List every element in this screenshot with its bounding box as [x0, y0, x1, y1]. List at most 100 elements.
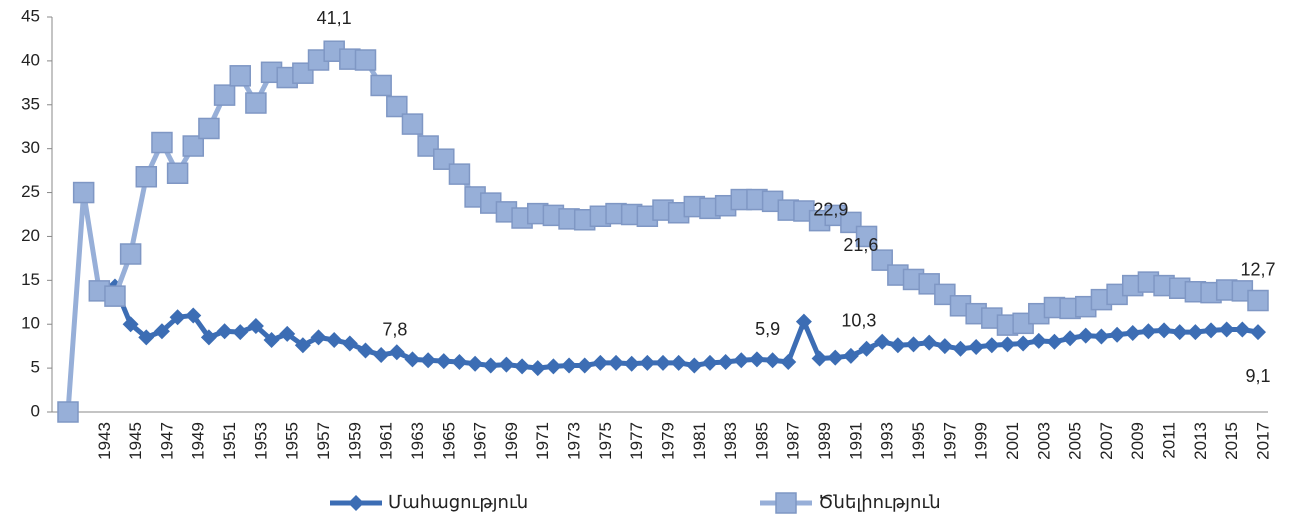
marker	[388, 344, 405, 361]
marker	[386, 95, 408, 118]
marker	[482, 357, 499, 374]
marker	[733, 352, 750, 369]
marker	[717, 353, 734, 370]
marker	[1156, 322, 1173, 339]
x-tick-label: 1989	[815, 422, 834, 460]
marker	[811, 350, 828, 367]
marker	[153, 323, 170, 340]
marker	[498, 356, 515, 373]
x-tick-label: 1951	[220, 422, 239, 460]
marker	[122, 316, 139, 333]
marker	[57, 401, 79, 423]
marker	[370, 74, 392, 97]
data-label: 9,1	[1245, 366, 1270, 386]
x-tick-label: 2001	[1003, 422, 1022, 460]
x-tick-label: 2003	[1034, 422, 1053, 460]
marker	[983, 337, 1000, 354]
marker	[138, 329, 155, 346]
marker	[200, 329, 217, 346]
x-tick-label: 1971	[533, 422, 552, 460]
marker	[764, 352, 781, 369]
y-tick-label: 35	[21, 94, 40, 113]
marker	[701, 354, 718, 371]
marker	[775, 492, 797, 514]
data-label: 10,3	[841, 310, 876, 330]
marker	[245, 92, 267, 114]
x-tick-label: 1963	[408, 422, 427, 460]
marker	[151, 131, 173, 154]
marker	[921, 334, 938, 351]
marker	[968, 339, 985, 356]
data-label: 22,9	[813, 200, 848, 220]
marker	[936, 338, 953, 355]
marker	[905, 336, 922, 353]
data-label: 21,6	[843, 235, 878, 255]
x-tick-label: 1969	[502, 422, 521, 460]
marker	[182, 135, 205, 157]
data-label: 7,8	[382, 319, 407, 339]
marker	[229, 65, 251, 87]
x-tick-label: 1945	[126, 422, 145, 460]
marker	[166, 162, 189, 184]
x-tick-label: 1979	[658, 422, 677, 460]
marker	[1203, 322, 1220, 339]
marker	[748, 351, 765, 368]
data-label: 12,7	[1240, 259, 1275, 279]
marker	[341, 335, 358, 352]
marker	[827, 349, 844, 366]
marker	[198, 117, 220, 140]
x-tick-label: 2013	[1191, 422, 1210, 460]
marker	[1077, 327, 1094, 344]
marker	[1046, 333, 1063, 350]
data-label: 5,9	[755, 319, 780, 339]
marker	[545, 358, 562, 375]
marker	[326, 332, 343, 349]
marker	[592, 354, 609, 371]
x-tick-label: 1957	[314, 422, 333, 460]
x-tick-label: 1965	[439, 422, 458, 460]
marker	[1015, 335, 1032, 352]
y-tick-label: 30	[21, 138, 40, 157]
y-tick-label: 20	[21, 226, 40, 245]
marker	[119, 243, 142, 265]
marker	[451, 353, 468, 370]
x-tick-label: 1983	[721, 422, 740, 460]
y-tick-label: 10	[21, 314, 40, 333]
marker	[576, 357, 593, 374]
marker	[1030, 332, 1047, 349]
x-tick-label: 1985	[752, 422, 771, 460]
x-tick-label: 1991	[846, 422, 865, 460]
marker	[357, 342, 374, 359]
marker	[279, 325, 296, 342]
x-tick-label: 1959	[345, 422, 364, 460]
marker	[247, 317, 264, 334]
y-tick-label: 45	[21, 6, 40, 25]
x-tick-label: 1999	[972, 422, 991, 460]
marker	[435, 353, 452, 370]
marker	[213, 84, 236, 106]
x-tick-label: 2005	[1066, 422, 1085, 460]
marker	[1250, 324, 1266, 341]
marker	[294, 337, 311, 354]
marker	[404, 351, 421, 368]
marker	[467, 355, 484, 372]
x-tick-label: 1955	[283, 422, 302, 460]
marker	[348, 495, 364, 511]
marker	[1140, 323, 1157, 340]
marker	[185, 307, 202, 324]
x-tick-label: 1997	[940, 422, 959, 460]
x-tick-label: 1961	[377, 422, 396, 460]
marker	[1124, 325, 1141, 341]
y-tick-label: 0	[31, 401, 40, 420]
marker	[401, 113, 424, 135]
x-tick-label: 1949	[189, 422, 208, 460]
x-tick-label: 1993	[878, 422, 897, 460]
marker	[514, 358, 531, 375]
legend-entry: Մահացություն	[330, 492, 528, 512]
x-tick-label: 1995	[909, 422, 928, 460]
marker	[169, 309, 186, 326]
marker	[842, 347, 859, 364]
marker	[780, 353, 797, 370]
marker	[310, 329, 327, 346]
